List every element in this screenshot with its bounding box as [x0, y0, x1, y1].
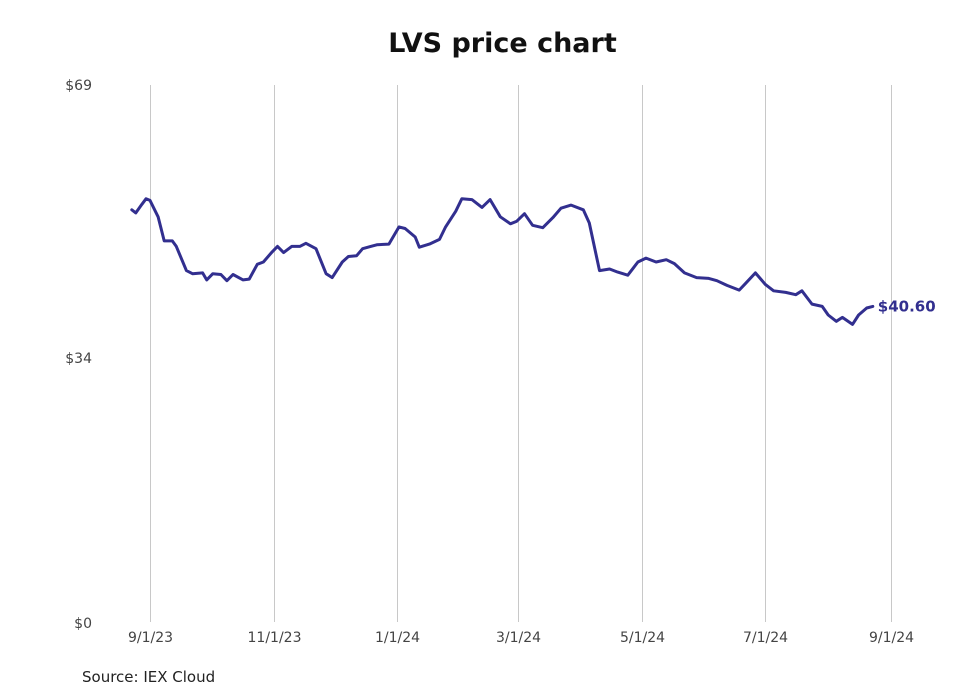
x-tick-label: 9/1/23: [128, 630, 173, 646]
y-tick-label: $34: [65, 351, 92, 367]
price-line-series: [130, 197, 875, 326]
last-price-label: $40.60: [878, 297, 936, 315]
x-tick-label: 11/1/23: [248, 630, 302, 646]
x-axis-ticks: 9/1/23 11/1/23 1/1/24 3/1/24 5/1/24 7/1/24 9/1…: [128, 630, 914, 646]
x-tick-label: 5/1/24: [620, 630, 665, 646]
chart-title: LVS price chart: [388, 28, 617, 59]
y-axis-ticks: $0 $34 $69: [65, 78, 92, 632]
x-tick-label: 7/1/24: [743, 630, 788, 646]
gridlines: [150, 85, 892, 622]
y-tick-label: $0: [74, 616, 92, 632]
source-note: Source: IEX Cloud: [82, 668, 216, 686]
x-tick-label: 1/1/24: [375, 630, 420, 646]
x-tick-label: 3/1/24: [496, 630, 541, 646]
y-tick-label: $69: [65, 78, 92, 94]
x-tick-label: 9/1/24: [869, 630, 914, 646]
